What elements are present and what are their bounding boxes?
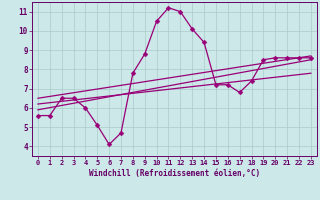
- X-axis label: Windchill (Refroidissement éolien,°C): Windchill (Refroidissement éolien,°C): [89, 169, 260, 178]
